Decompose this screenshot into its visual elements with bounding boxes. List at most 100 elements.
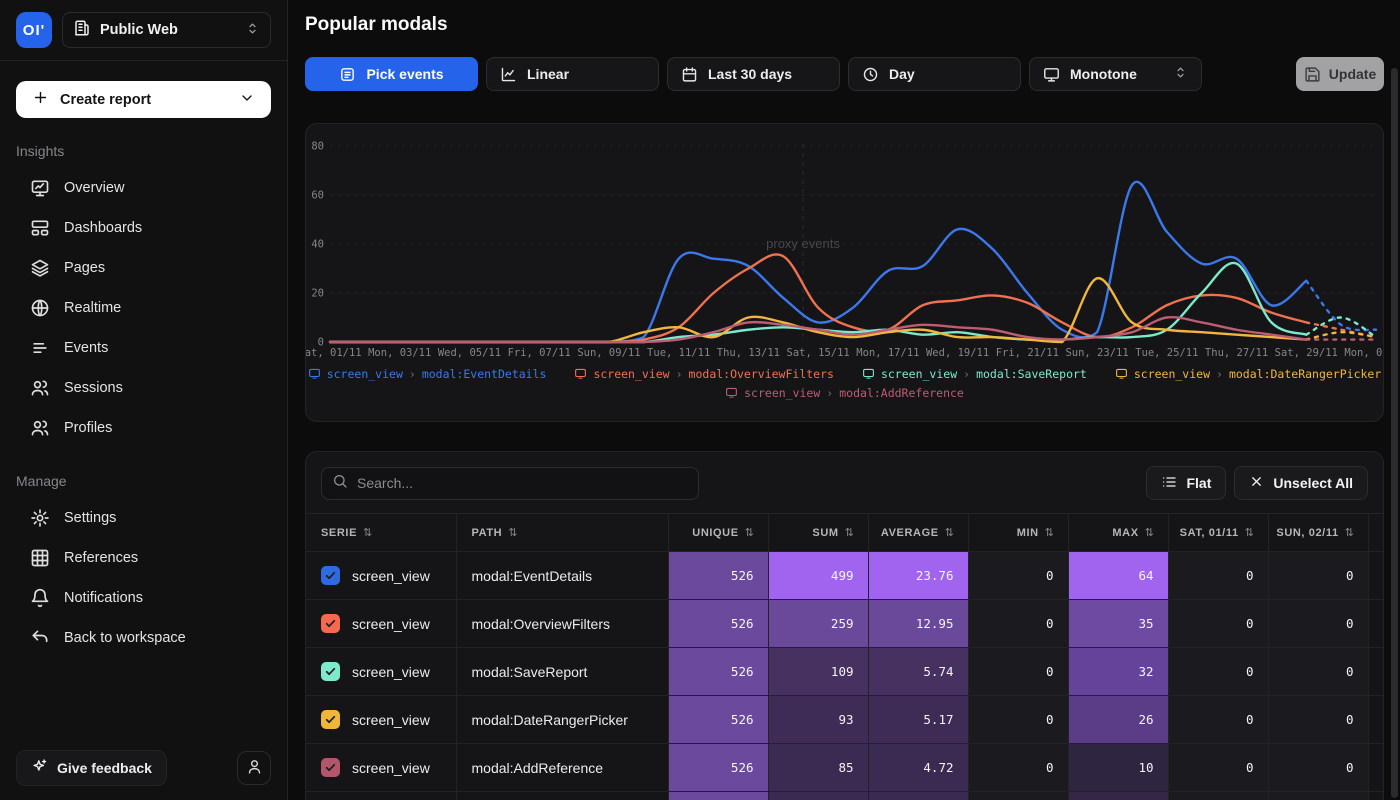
table-row[interactable]: screen_viewmodal:SaveReport5261095.74032… [306,648,1383,696]
sidebar-item-references[interactable]: References [0,538,287,578]
metric-cell: 109 [768,648,868,696]
sidebar-item-pages[interactable]: Pages [0,248,287,288]
line-chart[interactable]: 020406080proxy eventsSat, 01/11Mon, 03/1… [306,124,1383,364]
metric-cell: 5.17 [868,696,968,744]
monitor-icon [1043,66,1060,83]
metric-cell: 5.74 [868,648,968,696]
serie-name: screen_view [352,568,430,584]
legend-item-modal-overviewfilters[interactable]: screen_view›modal:OverviewFilters [574,367,834,381]
table-row[interactable]: screen_viewmodal:OverviewFilters52625912… [306,600,1383,648]
svg-text:Mon, 03/11: Mon, 03/11 [368,347,431,359]
legend-path-name: modal:AddReference [839,386,964,400]
main-content: Popular modals Pick events Linear Last 3… [288,0,1400,800]
breadcrumb-separator: › [1216,367,1223,381]
update-button[interactable]: Update [1296,57,1384,91]
svg-text:20: 20 [311,288,324,300]
chart-legend-row-2: screen_view›modal:AddReference [306,383,1383,402]
sidebar-item-notifications[interactable]: Notifications [0,578,287,618]
sidebar-item-realtime[interactable]: Realtime [0,288,287,328]
table-row[interactable]: screen_viewmodal:DateRangerPicker526935.… [306,696,1383,744]
column-header-path[interactable]: PATH⇅ [456,514,668,552]
sidebar-item-overview[interactable]: Overview [0,168,287,208]
create-report-button[interactable]: Create report [16,81,271,118]
table-row[interactable]: screen_viewmodal:AddReference526854.7201… [306,744,1383,792]
table-row-partial[interactable] [306,792,1383,800]
report-toolbar: Pick events Linear Last 30 days Day Mono… [305,57,1384,91]
sidebar-footer: Give feedback [0,736,287,800]
date-range-button[interactable]: Last 30 days [667,57,840,91]
metric-cell: 0 [968,696,1068,744]
column-label: MIN [1017,527,1039,539]
sidebar-item-label: Sessions [64,380,123,396]
column-header-sat-01-11[interactable]: SAT, 01/11⇅ [1168,514,1268,552]
sidebar-item-label: Settings [64,510,116,526]
column-header-min[interactable]: MIN ⇅ [968,514,1068,552]
metric-cell: 32 [1068,648,1168,696]
legend-item-modal-savereport[interactable]: screen_view›modal:SaveReport [862,367,1087,381]
legend-path-name: modal:OverviewFilters [689,367,834,381]
row-checkbox[interactable] [321,614,340,633]
interval-button[interactable]: Day [848,57,1021,91]
give-feedback-button[interactable]: Give feedback [16,750,167,786]
column-label: SAT, 01/11 [1180,527,1239,539]
svg-text:Sat, 29/11: Sat, 29/11 [1275,347,1338,359]
flat-toggle-button[interactable]: Flat [1146,466,1226,500]
metric-cell: 10 [1068,744,1168,792]
pick-events-button[interactable]: Pick events [305,57,478,91]
table-header-row: SERIE⇅PATH⇅UNIQUE⇅SUM⇅AVERAGE⇅MIN⇅MAX⇅SA… [306,514,1383,552]
legend-item-modal-addreference[interactable]: screen_view›modal:AddReference [725,386,964,400]
sidebar-item-sessions[interactable]: Sessions [0,368,287,408]
column-header-sum[interactable]: SUM⇅ [768,514,868,552]
user-menu-button[interactable] [237,751,271,785]
screen-icon [308,367,321,380]
chevron-down-icon [239,90,255,110]
chevrons-updown-icon [245,21,260,40]
serie-name: screen_view [352,760,430,776]
sidebar-item-profiles[interactable]: Profiles [0,408,287,448]
chart-type-button[interactable]: Linear [486,57,659,91]
pages-icon [30,258,50,278]
column-header-unique[interactable]: UNIQUE⇅ [668,514,768,552]
date-range-label: Last 30 days [708,66,792,82]
profiles-icon [30,418,50,438]
column-header-serie[interactable]: SERIE⇅ [306,514,456,552]
legend-path-name: modal:SaveReport [976,367,1087,381]
app-logo[interactable]: OI' [16,12,52,48]
legend-item-modal-daterangerpicker[interactable]: screen_view›modal:DateRangerPicker [1115,367,1381,381]
legend-item-modal-eventdetails[interactable]: screen_view›modal:EventDetails [308,367,547,381]
sort-icon: ⇅ [1045,526,1055,539]
sidebar-item-settings[interactable]: Settings [0,498,287,538]
sidebar-item-label: References [64,550,138,566]
metric-cell: 526 [668,648,768,696]
column-header-average[interactable]: AVERAGE⇅ [868,514,968,552]
sort-icon: ⇅ [945,526,955,539]
metric-cell [668,792,768,800]
table-row[interactable]: screen_viewmodal:EventDetails52649923.76… [306,552,1383,600]
column-header-sun-02-11[interactable]: SUN, 02/11⇅ [1268,514,1368,552]
row-checkbox[interactable] [321,758,340,777]
column-header-max[interactable]: MAX⇅ [1068,514,1168,552]
sidebar-item-back-to-workspace[interactable]: Back to workspace [0,618,287,658]
svg-text:Mon, 17/11: Mon, 17/11 [856,347,919,359]
workspace-select[interactable]: Public Web [62,12,271,48]
row-checkbox[interactable] [321,662,340,681]
sidebar: OI' Public Web Create report InsightsOve… [0,0,288,800]
row-checkbox[interactable] [321,566,340,585]
sidebar-item-label: Overview [64,180,124,196]
row-checkbox[interactable] [321,710,340,729]
svg-text:60: 60 [311,190,324,202]
path-name: modal:OverviewFilters [456,600,668,648]
sidebar-item-events[interactable]: Events [0,328,287,368]
search-input[interactable] [357,475,688,491]
column-label: PATH [472,527,503,539]
svg-text:Mon, 01/12: Mon, 01/12 [1344,347,1383,359]
calendar-icon [681,66,698,83]
realtime-icon [30,298,50,318]
legend-path-name: modal:EventDetails [422,367,547,381]
serie-name: screen_view [352,616,430,632]
line-style-select[interactable]: Monotone [1029,57,1202,91]
search-icon [332,473,348,494]
sidebar-item-dashboards[interactable]: Dashboards [0,208,287,248]
page-scrollbar[interactable] [1391,68,1398,798]
unselect-all-button[interactable]: Unselect All [1234,466,1368,500]
